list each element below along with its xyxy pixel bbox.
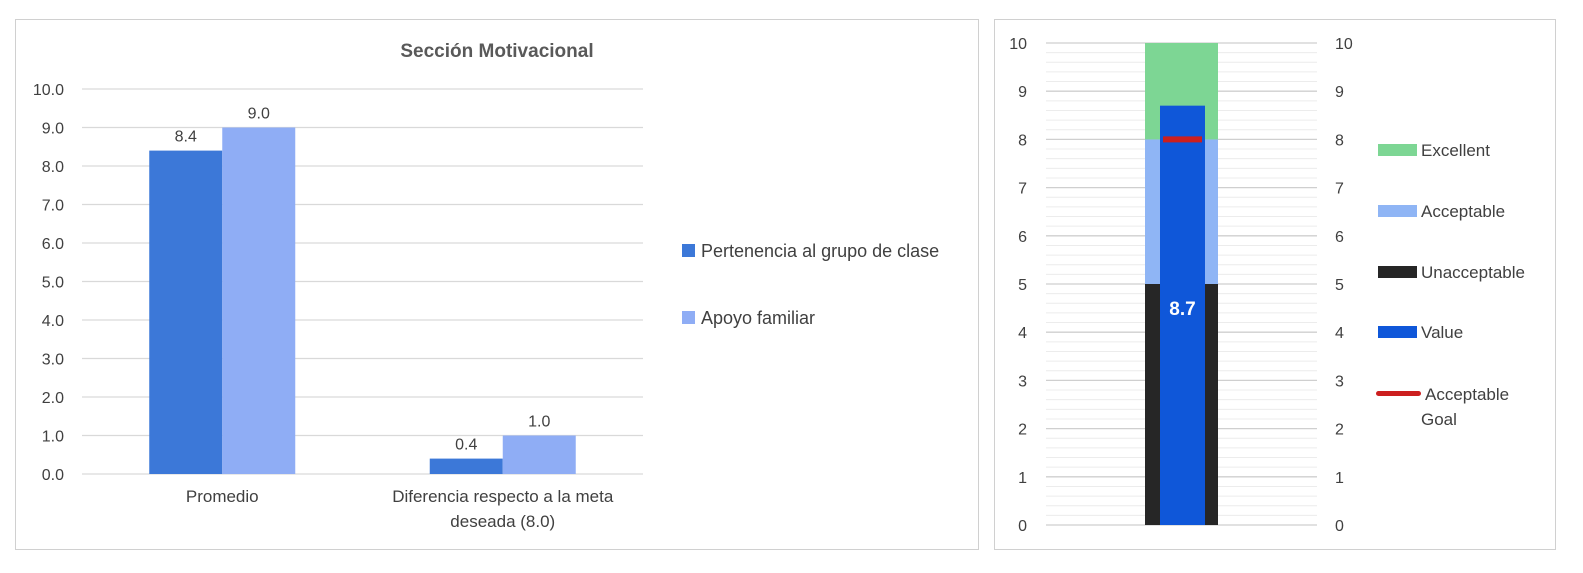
left-axis-tick: 10 — [1009, 36, 1027, 53]
x-tick-label: Diferencia respecto a la meta — [392, 487, 614, 506]
y-tick-label: 10.0 — [33, 82, 64, 99]
left-axis-tick: 4 — [1018, 325, 1027, 342]
data-label: 1.0 — [528, 414, 550, 431]
chart-title: Sección Motivacional — [400, 41, 593, 62]
bullet-chart-panel: 0 0 1 1 2 2 3 3 4 4 5 5 6 6 7 7 8 8 9 9 10 10 8.7 Excellent Acce… — [994, 19, 1556, 550]
right-axis-tick: 3 — [1335, 373, 1344, 390]
legend-swatch — [682, 244, 695, 257]
y-tick-label: 9.0 — [42, 121, 64, 138]
right-axis-tick: 2 — [1335, 422, 1344, 439]
legend-label-line: Acceptable — [1425, 385, 1509, 404]
legend-swatch — [1378, 266, 1417, 278]
x-tick-label: deseada (8.0) — [450, 512, 555, 531]
data-label: 0.4 — [455, 437, 477, 454]
bar — [222, 127, 296, 474]
legend-swatch — [682, 311, 695, 324]
data-label: 9.0 — [248, 106, 270, 123]
right-axis-tick: 5 — [1335, 277, 1344, 294]
legend-label: Value — [1421, 323, 1463, 342]
legend-swatch — [1378, 326, 1417, 338]
left-axis-tick: 7 — [1018, 181, 1027, 198]
y-tick-label: 1.0 — [42, 429, 64, 446]
y-tick-label: 3.0 — [42, 352, 64, 369]
left-axis-tick: 9 — [1018, 84, 1027, 101]
right-axis-tick: 6 — [1335, 229, 1344, 246]
bullet-chart: 0 0 1 1 2 2 3 3 4 4 5 5 6 6 7 7 8 8 9 9 10 10 8.7 Excellent Acce… — [1009, 36, 1525, 535]
y-tick-label: 8.0 — [42, 159, 64, 176]
value-bar — [1160, 105, 1205, 525]
left-axis-tick: 8 — [1018, 132, 1027, 149]
right-axis-tick: 7 — [1335, 181, 1344, 198]
legend-swatch — [1378, 205, 1417, 217]
legend-swatch — [1378, 144, 1417, 156]
data-label: 8.4 — [175, 129, 197, 146]
right-axis-tick: 4 — [1335, 325, 1344, 342]
y-tick-label: 6.0 — [42, 236, 64, 253]
left-axis-tick: 3 — [1018, 373, 1027, 390]
bar-chart: Sección Motivacional 0.0 1.0 2.0 3.0 4.0 5.0 6.… — [33, 41, 939, 531]
left-axis-tick: 0 — [1018, 518, 1027, 535]
legend-label-line: Goal — [1421, 410, 1457, 429]
right-axis-tick: 9 — [1335, 84, 1344, 101]
legend-goal-line — [1376, 391, 1421, 396]
bar — [502, 435, 576, 474]
right-axis-tick: 8 — [1335, 132, 1344, 149]
y-tick-label: 4.0 — [42, 313, 64, 330]
goal-marker — [1163, 136, 1202, 143]
y-tick-label: 7.0 — [42, 198, 64, 215]
y-tick-label: 2.0 — [42, 390, 64, 407]
legend-label: Excellent — [1421, 141, 1490, 160]
legend-label: Unacceptable — [1421, 263, 1525, 282]
y-tick-label: 0.0 — [42, 467, 64, 484]
bar — [429, 458, 503, 474]
right-axis-tick: 0 — [1335, 518, 1344, 535]
legend-label: Acceptable — [1421, 202, 1505, 221]
left-axis-tick: 5 — [1018, 277, 1027, 294]
legend-label: Acceptable Goal — [1421, 385, 1509, 429]
y-tick-label: 5.0 — [42, 275, 64, 292]
left-axis-tick: 6 — [1018, 229, 1027, 246]
x-tick-label: Promedio — [186, 487, 259, 506]
legend-label: Pertenencia al grupo de clase — [701, 241, 939, 261]
left-axis-tick: 1 — [1018, 470, 1027, 487]
right-axis-tick: 1 — [1335, 470, 1344, 487]
left-axis-tick: 2 — [1018, 422, 1027, 439]
value-label: 8.7 — [1169, 299, 1195, 320]
right-axis-tick: 10 — [1335, 36, 1353, 53]
bar — [149, 150, 223, 474]
legend-label: Apoyo familiar — [701, 308, 815, 328]
bar-chart-panel: Sección Motivacional 0.0 1.0 2.0 3.0 4.0 5.0 6.… — [15, 19, 979, 550]
